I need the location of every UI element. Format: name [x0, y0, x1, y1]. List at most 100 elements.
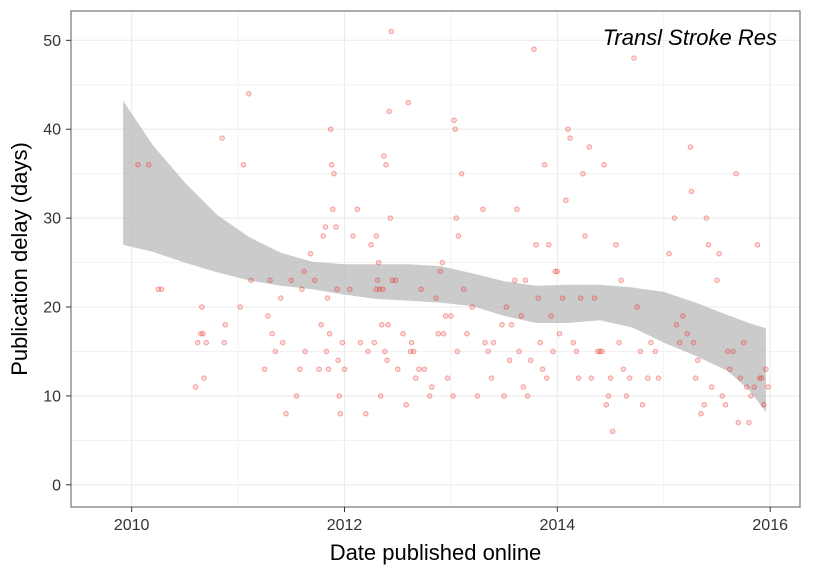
- data-point: [666, 250, 672, 257]
- data-point: [333, 224, 339, 230]
- data-point: [499, 322, 505, 328]
- data-point: [200, 330, 206, 337]
- data-point: [575, 375, 582, 381]
- data-point: [580, 170, 586, 177]
- data-point: [533, 242, 539, 248]
- plot-panel: [71, 11, 800, 507]
- data-point: [426, 393, 433, 399]
- data-point: [307, 250, 314, 257]
- data-point: [334, 286, 340, 292]
- data-point: [518, 313, 524, 319]
- data-point: [514, 206, 520, 212]
- data-point: [673, 322, 680, 328]
- data-point: [692, 375, 699, 381]
- data-point: [203, 339, 209, 346]
- data-point: [626, 375, 633, 381]
- data-point: [548, 313, 554, 319]
- data-point: [591, 295, 598, 301]
- data-point: [350, 233, 356, 239]
- data-point: [403, 402, 409, 408]
- data-point: [421, 366, 428, 372]
- data-point: [609, 428, 616, 435]
- data-point: [458, 170, 465, 177]
- data-point: [248, 277, 254, 284]
- panel-annotation: Transl Stroke Res: [603, 25, 777, 50]
- data-point: [341, 366, 348, 372]
- data-point: [546, 242, 552, 248]
- data-point: [605, 393, 612, 399]
- data-point: [554, 268, 561, 275]
- data-point: [586, 144, 593, 150]
- data-point: [325, 366, 332, 372]
- data-point: [556, 330, 563, 337]
- data-point: [761, 402, 767, 408]
- data-point: [452, 126, 458, 132]
- data-point: [453, 215, 460, 221]
- data-point: [485, 348, 491, 355]
- data-point: [328, 162, 335, 168]
- data-point: [297, 366, 303, 372]
- data-point: [322, 224, 329, 230]
- data-point: [740, 339, 747, 346]
- data-point: [744, 384, 750, 390]
- data-point: [730, 348, 736, 355]
- data-point: [382, 348, 388, 355]
- data-point: [374, 277, 381, 284]
- data-point: [724, 348, 731, 355]
- data-point: [269, 330, 275, 337]
- data-point: [567, 135, 573, 141]
- data-point: [537, 339, 544, 346]
- data-point: [301, 268, 307, 275]
- data-point: [690, 339, 697, 346]
- data-point: [460, 286, 467, 292]
- data-point: [639, 402, 646, 408]
- data-point: [756, 375, 763, 381]
- data-point: [194, 339, 201, 346]
- data-point: [480, 206, 486, 212]
- data-point: [474, 393, 481, 399]
- y-tick-label: 10: [43, 388, 61, 405]
- data-point: [454, 348, 461, 355]
- x-axis-title: Date published online: [330, 540, 542, 565]
- data-point: [588, 375, 595, 381]
- data-point: [703, 215, 710, 221]
- data-point: [261, 366, 268, 372]
- data-point: [618, 277, 624, 284]
- data-point: [527, 357, 534, 364]
- data-point: [277, 295, 284, 301]
- data-point: [765, 384, 771, 390]
- data-point: [645, 375, 651, 381]
- data-point: [552, 268, 558, 275]
- data-point: [508, 322, 515, 328]
- data-point: [389, 277, 396, 284]
- data-point: [326, 330, 333, 337]
- data-point: [440, 330, 447, 337]
- data-point: [444, 375, 451, 381]
- data-point: [375, 259, 382, 266]
- data-point: [634, 304, 640, 310]
- data-point: [199, 304, 205, 310]
- data-point: [705, 242, 712, 248]
- data-point: [573, 348, 580, 355]
- data-point: [385, 322, 391, 328]
- y-tick-label: 20: [43, 300, 61, 317]
- data-point: [381, 153, 387, 159]
- data-point: [550, 348, 556, 355]
- data-point: [442, 313, 449, 319]
- axis-ticks: 2010 2012 2014 2016 0 10 20 30 40 50: [43, 33, 788, 534]
- data-point: [716, 250, 722, 257]
- data-point: [316, 366, 322, 372]
- data-point: [676, 339, 683, 346]
- data-point: [488, 375, 495, 381]
- data-point: [394, 366, 401, 372]
- data-point: [320, 233, 326, 239]
- data-point: [719, 393, 726, 399]
- data-point: [648, 339, 654, 346]
- data-point: [727, 366, 733, 372]
- data-point: [482, 339, 488, 346]
- data-point: [371, 339, 378, 346]
- data-point: [503, 304, 510, 310]
- data-point: [219, 135, 225, 141]
- data-point: [687, 144, 694, 150]
- data-point: [265, 313, 271, 319]
